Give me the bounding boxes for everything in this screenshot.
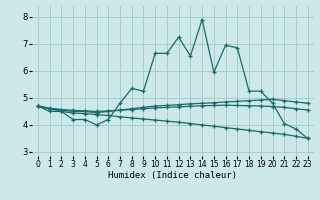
X-axis label: Humidex (Indice chaleur): Humidex (Indice chaleur)	[108, 171, 237, 180]
